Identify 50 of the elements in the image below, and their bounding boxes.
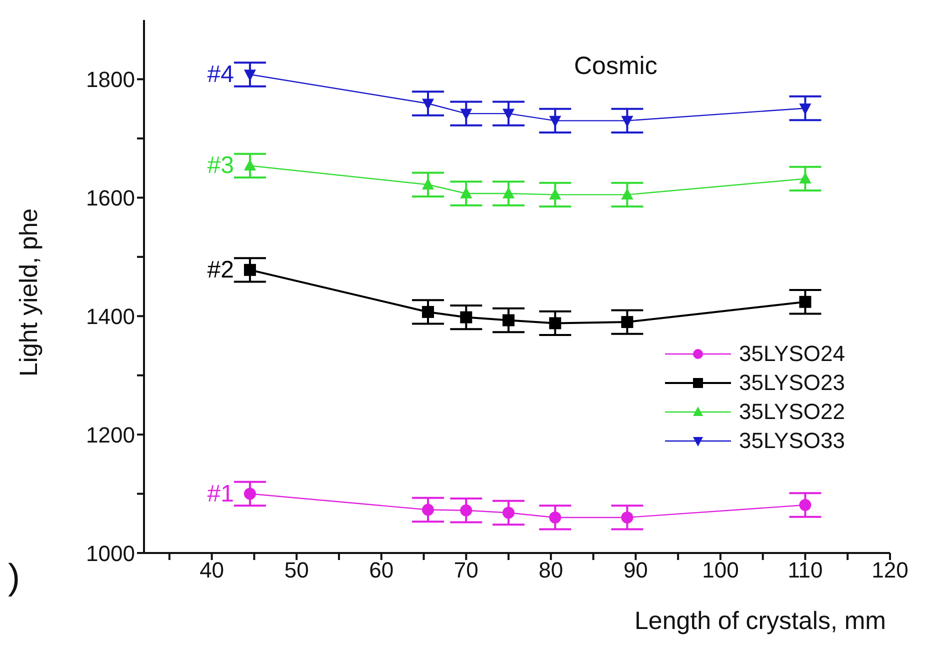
y-axis-title: Light yield, phe	[14, 208, 43, 376]
point	[502, 314, 515, 326]
point	[502, 506, 515, 519]
point	[460, 186, 472, 198]
point	[244, 264, 256, 276]
point	[422, 504, 434, 516]
point	[422, 306, 434, 318]
point	[799, 296, 812, 308]
point	[549, 116, 562, 128]
x-tick-label: 110	[788, 558, 823, 583]
legend-label: 35LYSO24	[738, 341, 845, 368]
x-tick-label: 70	[454, 558, 478, 583]
annotation: #3	[207, 152, 234, 180]
point	[244, 70, 256, 82]
legend-label: 35LYSO22	[738, 399, 845, 426]
y-tick-label: 1600	[86, 185, 135, 210]
y-tick-label: 1200	[86, 422, 135, 448]
x-tick-label: 40	[200, 558, 224, 583]
point	[799, 103, 812, 115]
point	[621, 116, 634, 128]
point	[460, 108, 472, 120]
point	[549, 317, 562, 330]
x-tick-label: 60	[369, 558, 394, 583]
point	[244, 488, 256, 500]
legend-label: 35LYSO33	[738, 428, 845, 454]
legend-label: 35LYSO23	[738, 370, 845, 396]
point	[549, 188, 562, 200]
y-tick-label: 1800	[86, 67, 135, 92]
point	[621, 316, 634, 328]
x-tick-label: 120	[872, 558, 908, 583]
point	[244, 159, 256, 170]
y-tick-label: 1000	[86, 540, 135, 566]
point	[549, 511, 562, 524]
point	[799, 499, 812, 512]
point	[799, 172, 812, 184]
point	[460, 504, 472, 516]
annotation: #2	[207, 256, 234, 284]
y-tick-label: 1400	[86, 304, 135, 329]
x-tick-label: 80	[538, 558, 564, 583]
x-tick-label: 90	[623, 558, 648, 583]
x-tick-label: 100	[702, 558, 739, 583]
annotation: #1	[207, 480, 234, 508]
x-tick-label: 50	[284, 558, 309, 583]
point	[621, 188, 634, 200]
annotation: Cosmic	[574, 52, 658, 81]
text: )	[8, 556, 20, 598]
point	[460, 311, 472, 324]
x-axis-title: Length of crystals, mm	[634, 607, 886, 635]
point	[621, 511, 634, 524]
annotation: #4	[207, 60, 234, 88]
